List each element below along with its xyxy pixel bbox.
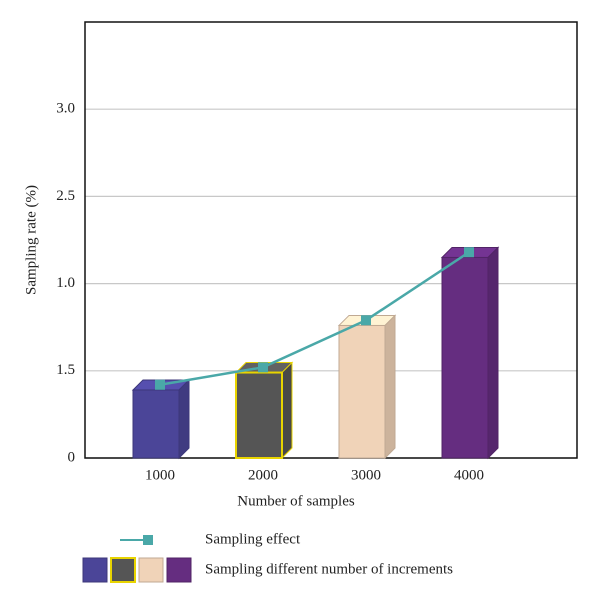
line-marker	[258, 362, 268, 373]
legend-label: Sampling effect	[205, 531, 301, 547]
bar	[338, 324, 386, 459]
bar	[132, 389, 180, 459]
y-tick-label: 0	[68, 449, 76, 465]
legend-swatch	[82, 557, 108, 583]
x-tick-label: 4000	[454, 467, 484, 483]
line-marker	[361, 315, 371, 326]
y-tick-label: 2.5	[56, 188, 75, 204]
legend-swatch	[166, 557, 192, 583]
x-tick-label: 1000	[145, 467, 175, 483]
line	[159, 251, 470, 386]
y-axis-title: Sampling rate (%)	[23, 185, 39, 295]
x-axis-title: Number of samples	[237, 493, 355, 509]
x-tick-label: 3000	[351, 467, 381, 483]
y-tick-label: 1.0	[56, 275, 75, 291]
y-tick-label: 3.0	[56, 101, 75, 117]
bar-side	[487, 246, 499, 460]
legend-label: Sampling different number of increments	[205, 561, 453, 577]
x-tick-label: 2000	[248, 467, 278, 483]
bar-side	[178, 378, 190, 460]
line-marker	[155, 379, 165, 390]
line-marker	[464, 247, 474, 258]
bar-side	[384, 314, 396, 460]
y-tick-label: 1.5	[56, 362, 75, 378]
legend-marker	[143, 535, 153, 545]
bar-side	[281, 361, 293, 460]
plot-frame	[84, 21, 578, 459]
legend-swatch	[138, 557, 164, 583]
legend-swatch	[110, 557, 136, 583]
bar	[235, 371, 283, 460]
bar	[441, 256, 489, 459]
